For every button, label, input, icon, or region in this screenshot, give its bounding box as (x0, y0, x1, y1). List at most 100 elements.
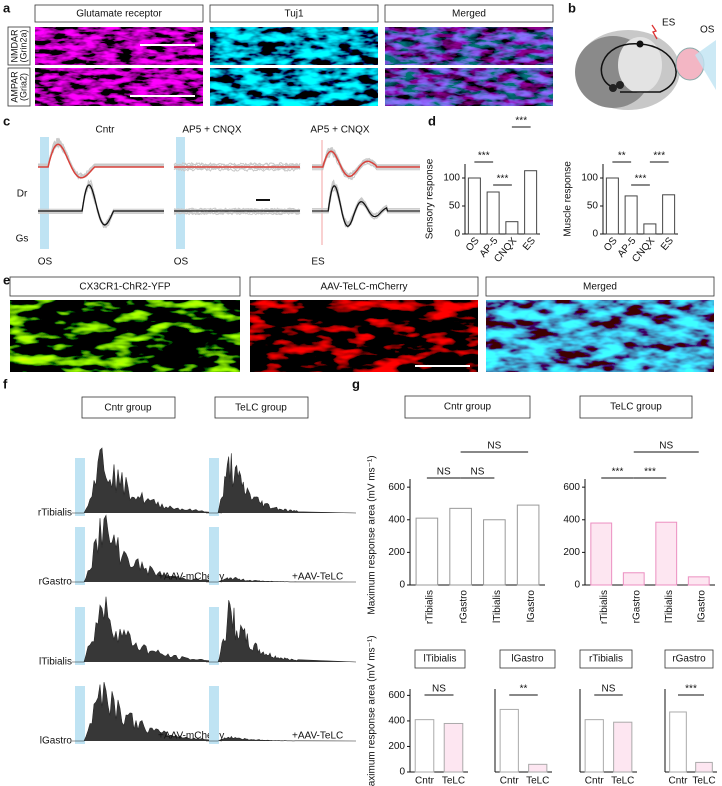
trace (38, 137, 164, 178)
bar (622, 572, 645, 586)
sig-label: NS (437, 467, 451, 478)
neuron-soma (609, 84, 617, 92)
trace (312, 185, 420, 228)
stimulus-label: OS (174, 257, 189, 268)
emg-trace (206, 453, 357, 514)
image-title: AAV-TeLC-mCherry (320, 282, 407, 293)
title-box (384, 4, 554, 23)
y-axis-label: Sensory response (425, 158, 436, 239)
x-tick-label: lTibialis (664, 590, 675, 623)
trace-label: Dr (17, 189, 28, 200)
muscle-label: lTibialis (39, 657, 72, 668)
trace (173, 163, 301, 168)
y-tick-label: 0 (574, 580, 580, 591)
bar (505, 221, 519, 235)
stim-window (209, 607, 219, 665)
chart-title: rTibialis (589, 654, 623, 665)
light-cone (695, 40, 716, 90)
title-box (34, 4, 204, 23)
bar-chart: 0 200 400 600 Cntr group Maximum response are… (367, 395, 545, 624)
annotation: +AAV-mCherry (158, 572, 224, 583)
y-tick-label: 0 (592, 229, 598, 240)
title-box (414, 649, 466, 669)
title-box (209, 4, 379, 23)
row-label-box (7, 26, 31, 66)
neuron-soma (636, 40, 644, 48)
stim-window (75, 607, 85, 665)
x-tick-label: rGastro (631, 590, 642, 624)
micrograph (385, 27, 553, 65)
panel-label: d (428, 113, 436, 128)
brain (618, 37, 662, 93)
stim-window (176, 137, 185, 249)
x-tick-label: Cntr (585, 776, 605, 786)
row-label: AMPAR (9, 71, 19, 103)
title-box (485, 276, 715, 297)
y-tick-label: 200 (388, 741, 405, 752)
bar (449, 507, 472, 586)
x-tick-label: Cntr (500, 776, 520, 786)
annotation: +AAV-TeLC (292, 572, 343, 583)
panel-c: Cntr AP5 + CNQX AP5 + CNQX Dr Gs OS OS E… (16, 125, 420, 268)
emg-trace (72, 514, 223, 583)
column-title: Glutamate receptor (76, 9, 162, 20)
bar (624, 195, 638, 235)
emg-trace (206, 577, 357, 583)
bar (516, 504, 540, 586)
sig-label: *** (497, 174, 509, 185)
sig-label: *** (478, 151, 490, 162)
y-tick-label: 0 (454, 229, 460, 240)
panel-label: f (3, 376, 8, 391)
bar (443, 722, 464, 773)
y-axis-label: Maximum response area (mV ms⁻¹) (367, 455, 378, 614)
muscle-label: rTibialis (38, 508, 72, 519)
bar (499, 708, 519, 773)
x-tick-label: rTibialis (599, 590, 610, 624)
bar (467, 177, 481, 235)
bar (590, 522, 613, 586)
bar (414, 719, 435, 773)
muscle-label: lGastro (40, 736, 73, 747)
stim-window (209, 458, 219, 516)
panel-label: e (3, 272, 10, 287)
bar (687, 576, 710, 586)
y-tick-label: 200 (388, 547, 405, 558)
sig-label: *** (612, 467, 624, 478)
annotation: +AAV-mCherry (158, 731, 224, 742)
image-title: Merged (583, 282, 617, 293)
y-tick-label: 100 (581, 173, 598, 184)
x-tick-label: lTibialis (492, 590, 503, 623)
micrograph (210, 68, 378, 106)
column-title: Merged (452, 9, 486, 20)
neuron (620, 43, 677, 93)
bar (415, 517, 439, 586)
image-title: CX3CR1-ChR2-YFP (79, 282, 170, 293)
y-axis-label: Muscle response (563, 161, 574, 237)
y-tick-label: 600 (388, 690, 405, 701)
x-tick-label: TeLC (526, 776, 549, 786)
sig-label: *** (644, 467, 656, 478)
title-box (249, 276, 479, 297)
trace (173, 167, 301, 172)
group-box (81, 396, 176, 419)
sig-label: NS (602, 684, 616, 695)
panel-label: c (3, 113, 10, 128)
y-tick-label: 600 (388, 482, 405, 493)
panel-label: g (352, 376, 360, 391)
bar (643, 223, 657, 235)
title-box (9, 276, 241, 297)
group-title: Cntr group (104, 403, 152, 414)
y-tick-label: 0 (399, 767, 405, 778)
y-tick-label: 50 (587, 201, 599, 212)
trace (38, 143, 164, 179)
bar (486, 191, 500, 235)
stim-window (75, 527, 85, 585)
y-axis-label: Maximum response area (mV ms⁻¹) (367, 635, 378, 786)
micrograph (486, 300, 714, 372)
neuron (600, 43, 641, 89)
condition-title: AP5 + CNQX (310, 125, 370, 136)
bar (613, 721, 633, 773)
neuron-soma (616, 81, 624, 89)
micrograph (35, 68, 203, 106)
row-label: (Gria2) (18, 73, 28, 101)
